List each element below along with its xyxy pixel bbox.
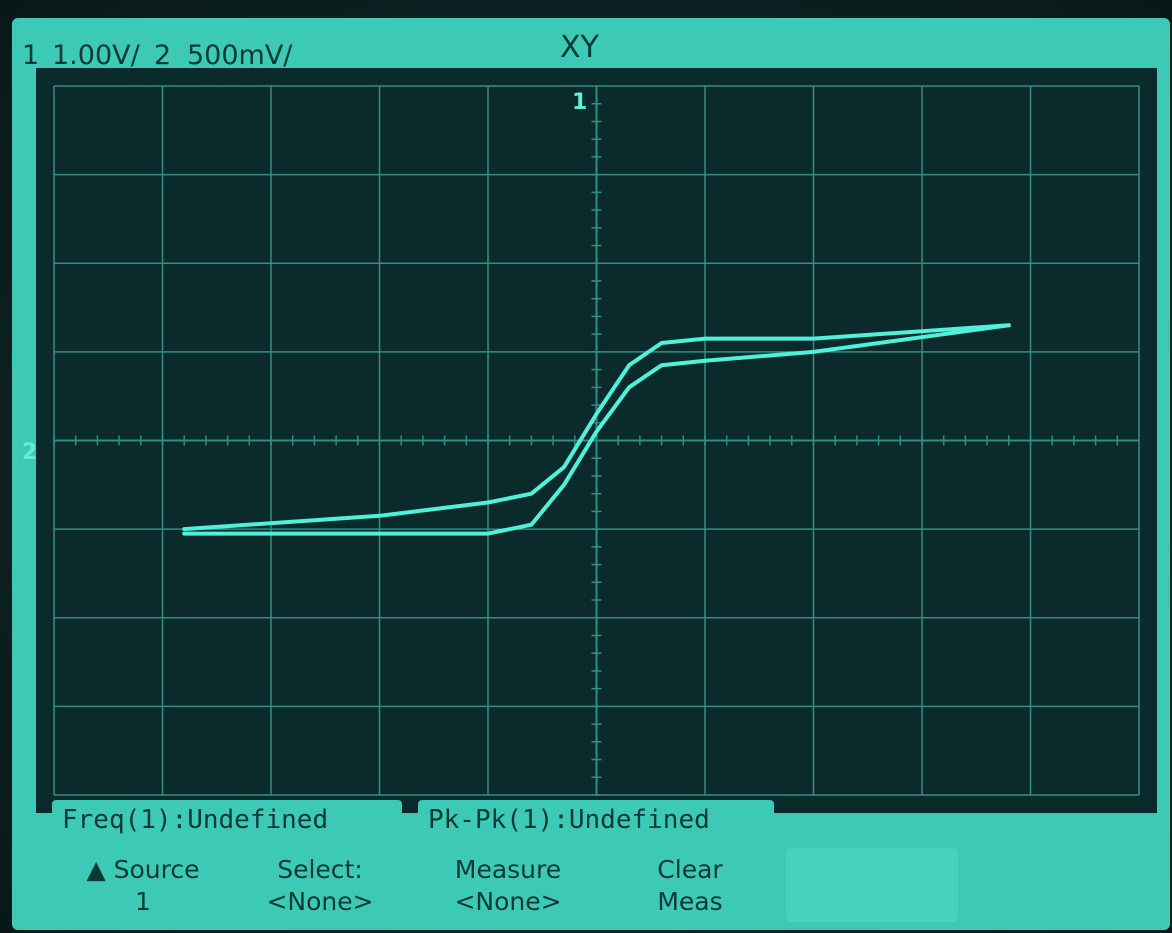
source-softkey-label: ▲ Source	[86, 855, 200, 884]
measure-softkey-label: Measure	[454, 855, 562, 884]
ch1-ground-marker: 1	[572, 90, 588, 115]
measurement-freq: Freq(1):Undefined	[52, 800, 402, 838]
ch2-ground-marker: 2	[22, 440, 38, 465]
oscilloscope-screen: 1 1.00V/ 2 500mV/ XY 1 2 Freq(1):Undefin…	[12, 18, 1170, 930]
mode-label: XY	[560, 30, 599, 65]
source-softkey-value: 1	[135, 887, 151, 916]
select-softkey-label: Select:	[277, 855, 363, 884]
ch1-number: 1	[22, 40, 40, 71]
hysteresis-branch-1	[182, 323, 1011, 536]
ch2-number: 2	[154, 40, 172, 71]
ch1-scale: 1.00V/	[52, 40, 140, 71]
traces	[182, 323, 1011, 536]
measurement-pkpk: Pk-Pk(1):Undefined	[418, 800, 774, 838]
clear-meas-softkey-value: Meas	[657, 887, 723, 916]
graticule	[53, 85, 1140, 796]
measure-softkey-value: <None>	[454, 887, 562, 916]
clear-meas-softkey-label: Clear	[657, 855, 723, 884]
ch2-scale: 500mV/	[187, 40, 293, 71]
source-softkey[interactable]: ▲ Source 1	[62, 848, 224, 922]
clear-meas-softkey[interactable]: Clear Meas	[608, 848, 772, 922]
hysteresis-branch-2	[182, 323, 1011, 532]
xy-plot-area: 1 2	[22, 68, 1157, 813]
select-softkey[interactable]: Select: <None>	[234, 848, 406, 922]
status-header: 1 1.00V/ 2 500mV/ XY	[12, 18, 1170, 72]
select-softkey-value: <None>	[266, 887, 374, 916]
measure-softkey[interactable]: Measure <None>	[418, 848, 598, 922]
xy-chart	[53, 85, 1140, 796]
blank-softkey[interactable]	[786, 848, 958, 922]
